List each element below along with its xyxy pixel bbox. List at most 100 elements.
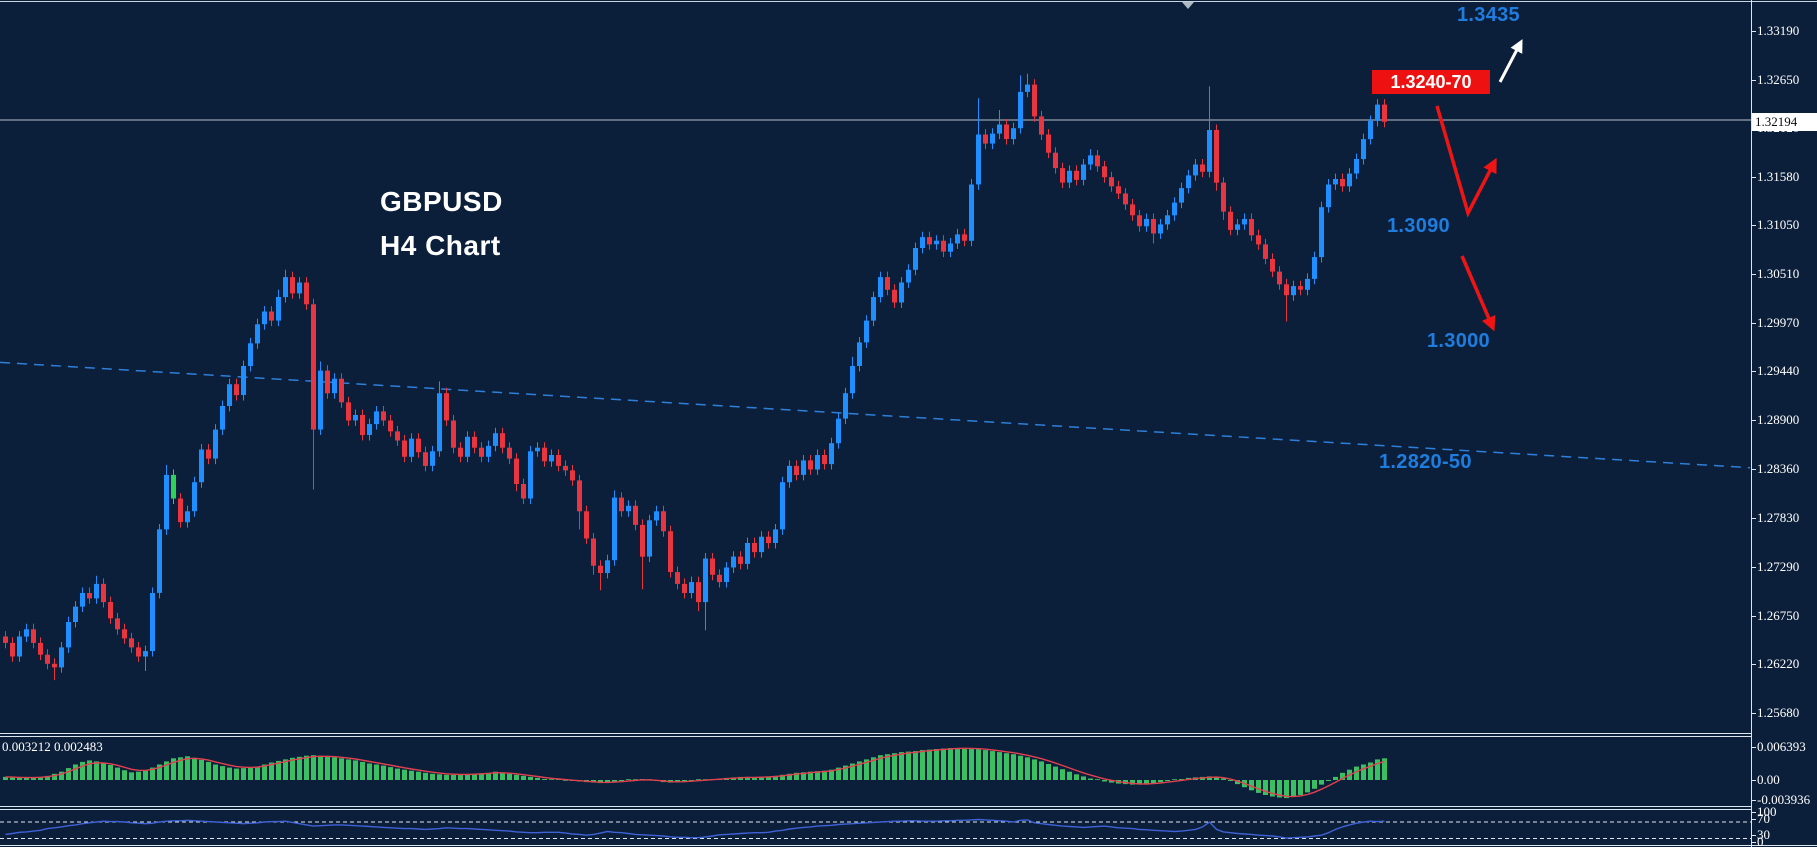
candlestick-chart[interactable] xyxy=(0,0,1751,733)
candle-body xyxy=(1144,219,1149,227)
candle-body xyxy=(976,134,981,185)
candle-body xyxy=(1039,116,1044,135)
candle-body xyxy=(808,460,813,470)
candle-body xyxy=(430,451,435,466)
rsi-indicator-panel[interactable] xyxy=(0,810,1751,846)
macd-bar xyxy=(1361,764,1366,780)
macd-bar xyxy=(829,769,834,780)
macd-bar xyxy=(675,780,680,783)
macd-histogram[interactable] xyxy=(0,737,1751,805)
macd-bar xyxy=(1368,762,1373,780)
axis-tick xyxy=(1751,780,1756,781)
candle-body xyxy=(262,311,267,325)
candle-body xyxy=(451,420,456,448)
candle-body xyxy=(829,443,834,465)
annotation-trendline-zone: 1.2820-50 xyxy=(1379,451,1472,473)
candle-body xyxy=(276,297,281,321)
macd-bar xyxy=(934,749,939,780)
macd-bar xyxy=(563,780,568,781)
candle-body xyxy=(493,433,498,446)
candle-body xyxy=(1109,177,1114,187)
candle-body xyxy=(332,378,337,394)
candle-body xyxy=(535,447,540,452)
candle-body xyxy=(696,582,701,603)
candle-body xyxy=(731,556,736,568)
macd-bar xyxy=(808,771,813,780)
macd-axis-label: 0.006393 xyxy=(1757,739,1806,754)
candle-body xyxy=(45,654,50,664)
macd-bar xyxy=(997,752,1002,780)
macd-bar xyxy=(927,749,932,780)
macd-bar xyxy=(1340,772,1345,780)
candle-body xyxy=(528,451,533,499)
macd-bar xyxy=(374,764,379,780)
macd-bar xyxy=(1249,780,1254,791)
macd-bar xyxy=(1305,780,1310,793)
axis-tick xyxy=(1751,323,1756,324)
macd-bar xyxy=(1354,766,1359,780)
price-axis-label: 1.25680 xyxy=(1757,705,1800,720)
candle-body xyxy=(1291,286,1296,296)
trendline-dashed[interactable] xyxy=(0,361,1751,469)
candle-body xyxy=(1046,134,1051,153)
candle-body xyxy=(941,240,946,252)
candle-body xyxy=(703,558,708,603)
candle-body xyxy=(689,582,694,593)
candle-body xyxy=(1186,175,1191,189)
candle-body xyxy=(1298,286,1303,290)
candle-body xyxy=(857,342,862,366)
macd-bar xyxy=(472,773,477,780)
candle-body xyxy=(836,418,841,444)
macd-bar xyxy=(248,767,253,780)
rsi-chart[interactable] xyxy=(0,810,1751,846)
macd-bar xyxy=(1144,780,1149,785)
candle-body xyxy=(80,593,85,607)
price-axis-line[interactable] xyxy=(1751,0,1752,847)
macd-bar xyxy=(31,777,36,780)
candle-body xyxy=(766,536,771,544)
macd-bar xyxy=(752,777,757,780)
candle-body xyxy=(227,384,232,406)
macd-indicator-panel[interactable] xyxy=(0,737,1751,805)
candle-body xyxy=(591,538,596,566)
macd-bar xyxy=(255,766,260,780)
macd-bar xyxy=(290,757,295,780)
macd-bar xyxy=(682,780,687,782)
macd-bar xyxy=(801,772,806,780)
macd-bar xyxy=(1004,753,1009,780)
macd-bar xyxy=(311,755,316,780)
macd-bar xyxy=(136,771,141,780)
candle-body xyxy=(934,240,939,245)
candle-body xyxy=(1263,244,1268,259)
candle-body xyxy=(1200,164,1205,172)
candle-body xyxy=(948,243,953,252)
panel-separator xyxy=(0,809,1751,810)
candle-body xyxy=(710,558,715,575)
candle-body xyxy=(1368,120,1373,140)
candle-body xyxy=(1221,182,1226,212)
macd-bar xyxy=(367,763,372,780)
candle-body xyxy=(556,455,561,466)
candle-body xyxy=(577,480,582,512)
panel-separator xyxy=(0,736,1751,737)
macd-bar xyxy=(1270,780,1275,797)
candle-body xyxy=(192,482,197,512)
macd-bar xyxy=(192,757,197,780)
axis-tick xyxy=(1751,469,1756,470)
price-axis-label: 1.31050 xyxy=(1757,217,1800,232)
macd-bar xyxy=(1326,780,1331,781)
chart-shift-marker-icon[interactable] xyxy=(1182,2,1194,9)
candle-body xyxy=(283,277,288,298)
macd-bar xyxy=(1095,779,1100,780)
macd-bar xyxy=(619,780,624,781)
price-axis-label: 1.27830 xyxy=(1757,510,1800,525)
price-chart-panel[interactable] xyxy=(0,0,1751,733)
macd-bar xyxy=(297,756,302,780)
candle-body xyxy=(983,134,988,144)
macd-bar xyxy=(528,776,533,780)
macd-bar xyxy=(150,767,155,780)
macd-bar xyxy=(1046,764,1051,780)
candle-body xyxy=(437,393,442,452)
candle-body xyxy=(1354,159,1359,174)
candle-body xyxy=(38,642,43,655)
